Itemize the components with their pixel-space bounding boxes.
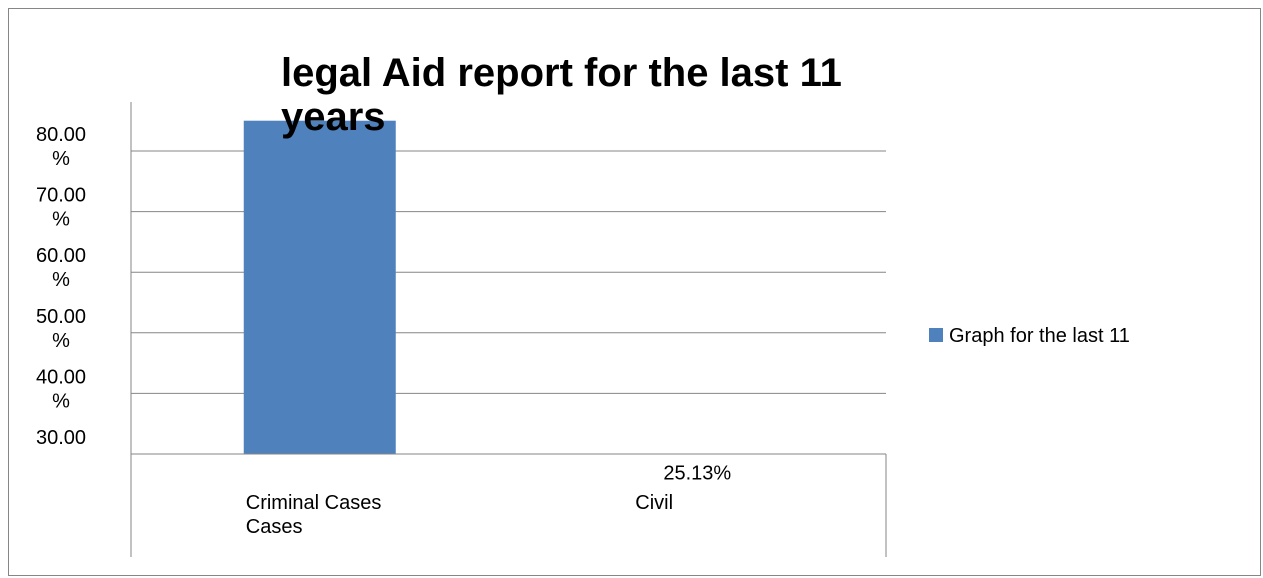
y-tick-label-line: 30.00 [36,427,86,449]
y-tick-label-line: 40.00 [36,366,86,388]
bars [243,120,396,454]
bar [243,120,396,454]
y-tick-label-line: % [52,390,70,412]
category-label-line: Cases [246,516,303,538]
y-tick-label-line: 60.00 [36,245,86,267]
chart-title-line: legal Aid report for the last 11 [281,51,842,95]
chart-title-line: years [281,95,386,139]
bar-chart: 80.00 %70.00 %60.00 %50.00 %40.00 %30.0025.13… [36,51,1130,557]
category-label: Criminal Cases Cases [246,492,382,538]
y-tick-label: 70.00% [36,185,86,231]
axes [130,102,887,557]
y-tick-label: 60.00% [36,245,86,291]
y-tick-label-line: % [52,148,70,170]
category-label-line: Civil [635,492,673,514]
y-tick-label: 30.00 [36,427,86,449]
y-tick-label: 80.00% [36,124,86,170]
y-tick-label-line: % [52,330,70,352]
legend-swatch [929,328,943,342]
labels: 80.00 %70.00 %60.00 %50.00 %40.00 %30.0025.13… [36,51,842,538]
category-label-line: Criminal Cases [246,492,382,514]
chart-frame: 80.00% 70.00% 60.00% 50.00% 40.00% 30.00 25.13… [8,8,1261,576]
y-tick-label-line: 80.00 [36,124,86,146]
data-label: 25.13% [663,463,731,485]
y-tick-label: 40.00% [36,366,86,412]
legend: Graph for the last 11 [929,325,1130,347]
category-label: Civil [635,492,673,514]
y-tick-label-line: 50.00 [36,306,86,328]
y-tick-label-line: % [52,269,70,291]
y-tick-label-line: % [52,209,70,231]
y-tick-label: 50.00% [36,306,86,352]
legend-label: Graph for the last 11 [949,325,1130,347]
y-tick-label-line: 70.00 [36,185,86,207]
